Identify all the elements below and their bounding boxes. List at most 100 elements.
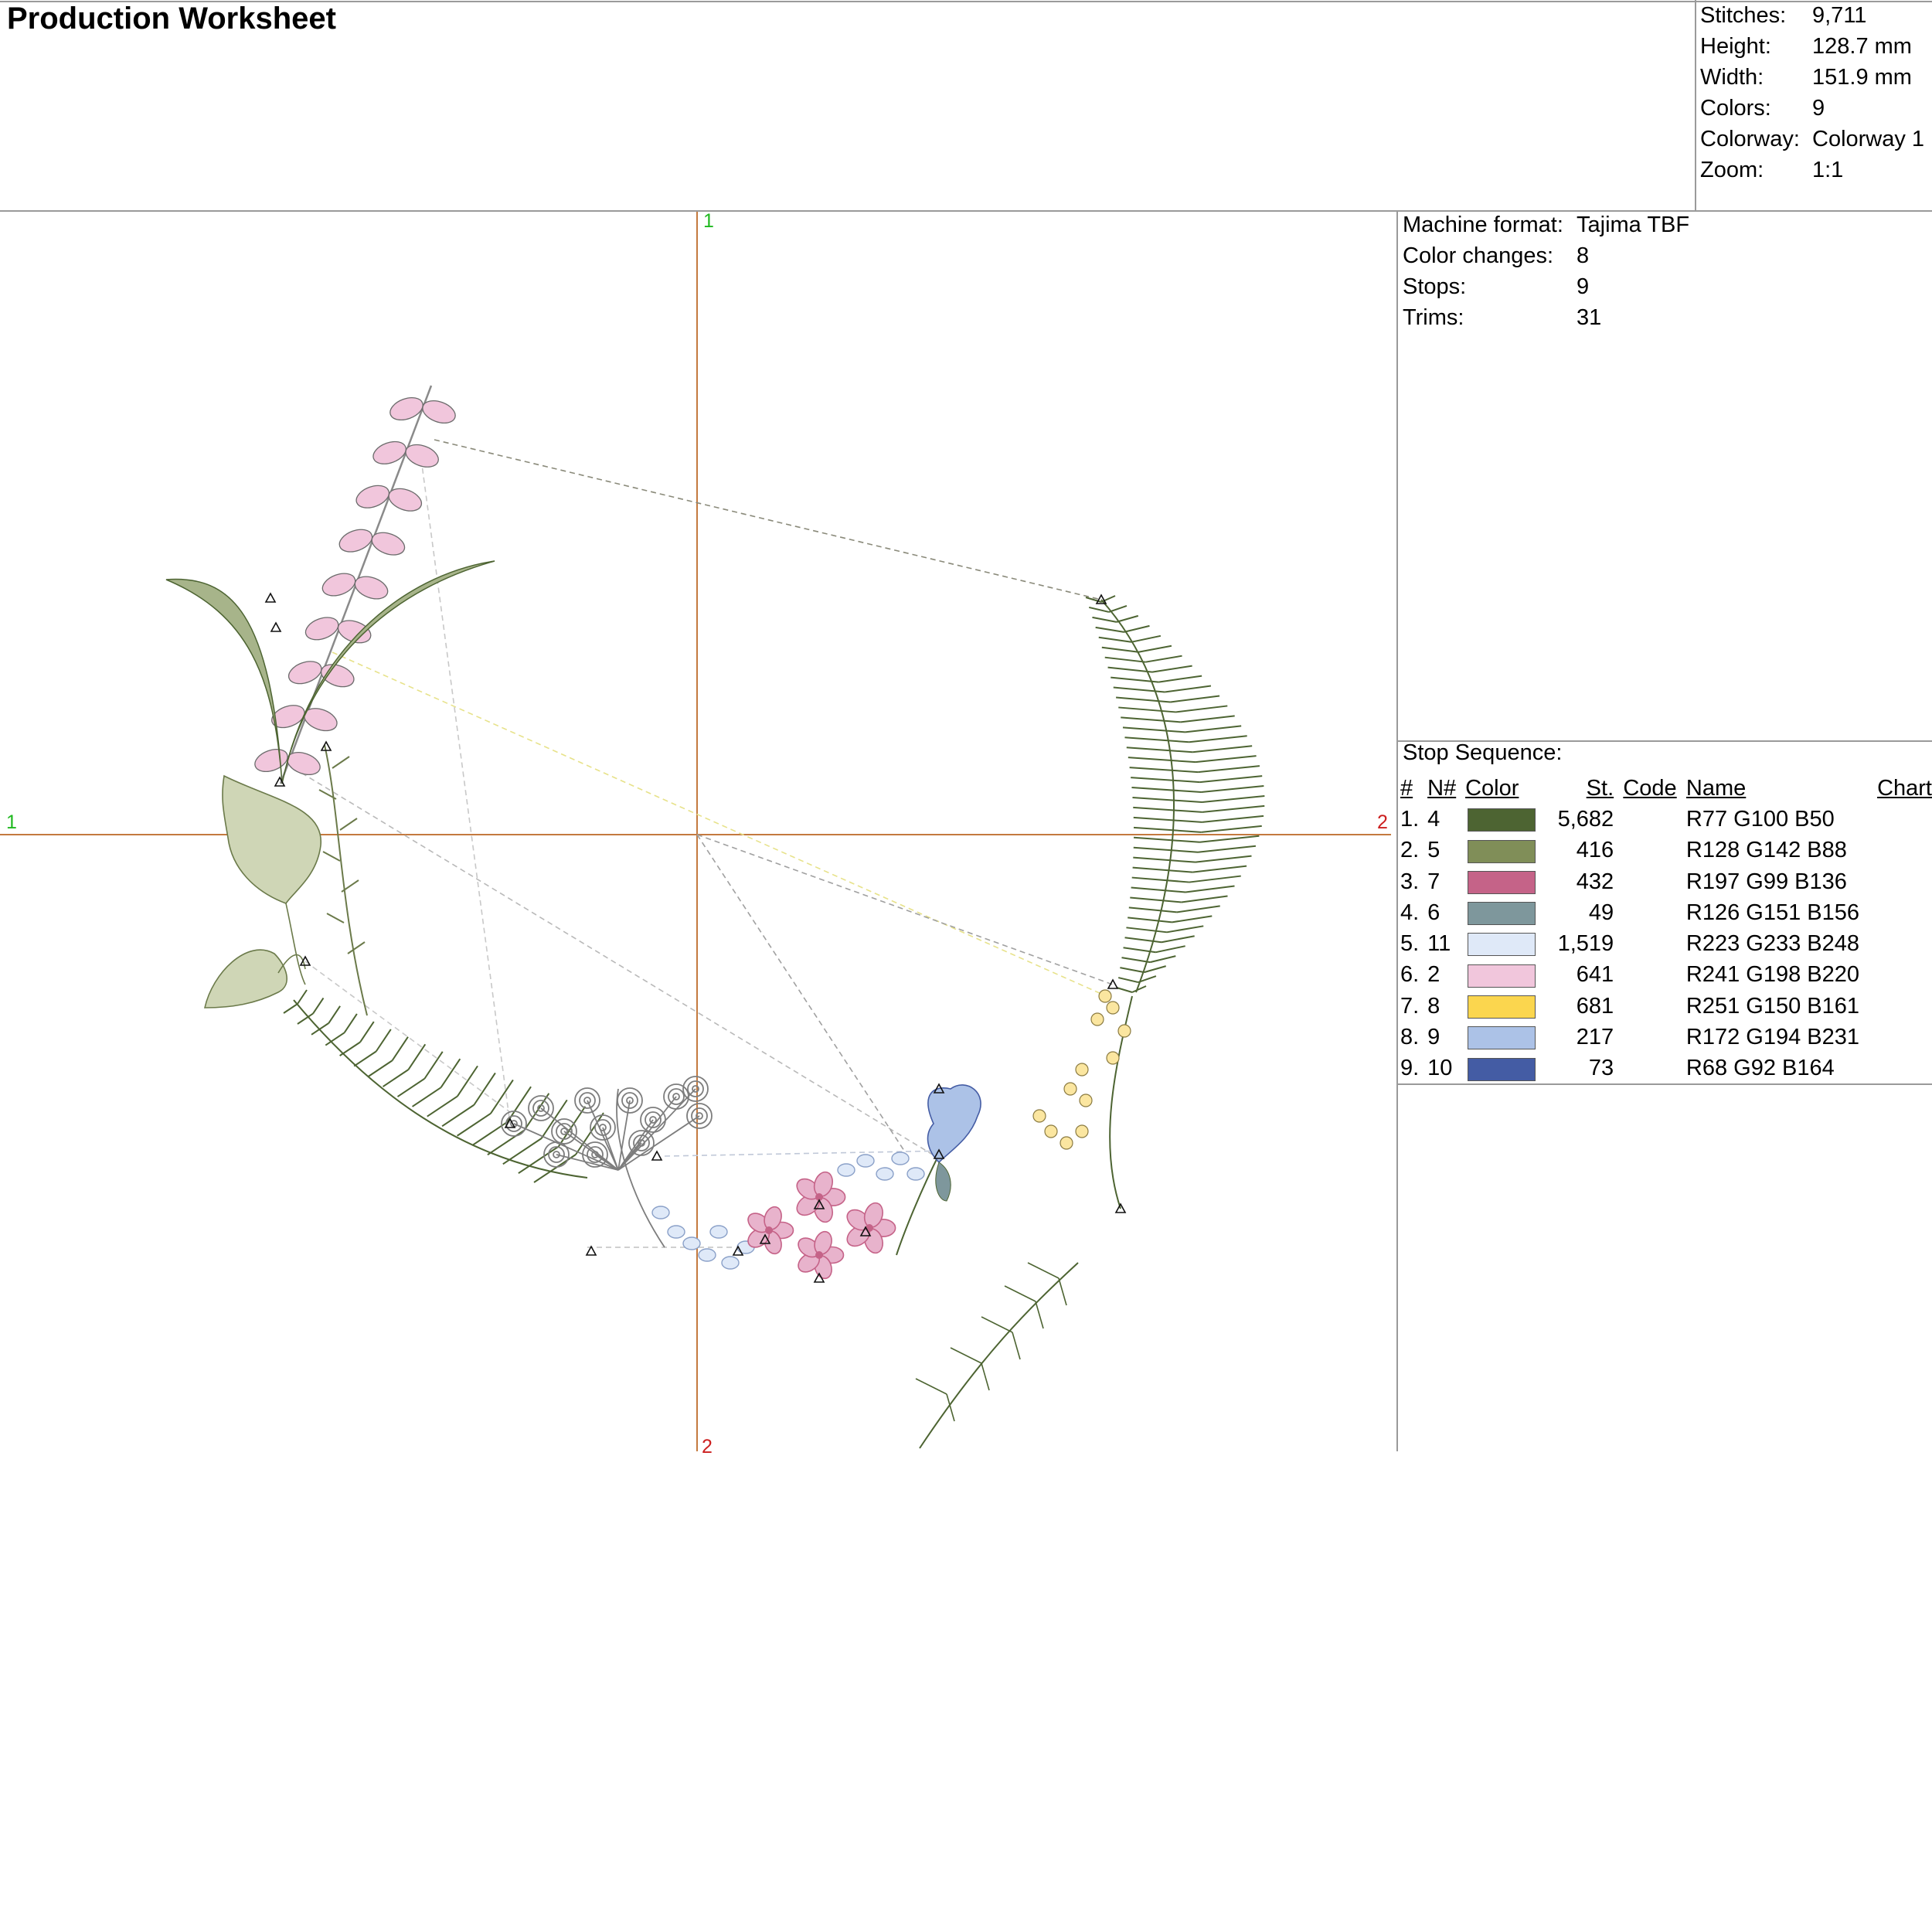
lace-floret bbox=[668, 1088, 685, 1105]
stitch-count: 73 bbox=[1588, 1056, 1614, 1081]
col-header-chart: Chart bbox=[1877, 775, 1932, 801]
lace-floret bbox=[583, 1097, 591, 1104]
lace-floret bbox=[626, 1097, 634, 1104]
stop-row: 1. 4 5,682 R77 G100 B50 bbox=[1400, 804, 1932, 835]
stop-sequence-title: Stop Sequence: bbox=[1403, 740, 1563, 765]
stitch-count: 641 bbox=[1576, 962, 1614, 988]
fern-leaflet bbox=[441, 1104, 474, 1128]
fern-leaflet bbox=[1170, 695, 1220, 703]
machine-info: Machine format: Tajima TBF Color changes:… bbox=[1403, 209, 1689, 333]
fern-leaflet bbox=[490, 1079, 514, 1114]
fern-leaflet bbox=[1145, 655, 1182, 663]
color-swatch bbox=[1468, 1057, 1536, 1081]
seed-dot bbox=[651, 1206, 670, 1219]
fern-leaflet bbox=[502, 1138, 543, 1165]
fern-leaflet bbox=[1155, 945, 1185, 954]
lace-floret bbox=[587, 1146, 604, 1163]
needle-number: 6 bbox=[1427, 900, 1440, 925]
grass-blades bbox=[165, 560, 495, 784]
thin-sprig bbox=[318, 744, 368, 1016]
col-header-name: Name bbox=[1685, 775, 1747, 801]
seed-dot bbox=[721, 1256, 740, 1270]
fern-leaflet bbox=[1128, 917, 1172, 923]
design-preview bbox=[0, 212, 1391, 1451]
lace-spoke bbox=[617, 1088, 696, 1171]
fern-leaflet bbox=[328, 1005, 341, 1024]
fern-leaflet bbox=[391, 1036, 409, 1061]
stop-marker bbox=[299, 955, 311, 966]
stop-row: 9. 10 73 R68 G92 B164 bbox=[1400, 1053, 1932, 1084]
color-swatch-cell bbox=[1465, 835, 1542, 866]
col-header-code: Code bbox=[1623, 775, 1677, 801]
summary-key: Colors: bbox=[1700, 96, 1771, 121]
fern-leaflet bbox=[1185, 725, 1242, 733]
lace-floret bbox=[696, 1112, 703, 1120]
machine-key: Trims: bbox=[1403, 305, 1464, 330]
color-swatch-cell bbox=[1465, 866, 1542, 897]
fern-leaflet bbox=[1098, 636, 1132, 643]
fern-leaflet bbox=[1172, 915, 1213, 923]
fern-leaflet bbox=[1181, 895, 1228, 903]
fern-leaflet bbox=[325, 1032, 345, 1046]
stop-marker bbox=[651, 1150, 663, 1161]
fern-leaflet bbox=[1120, 967, 1145, 974]
flower-center bbox=[765, 1226, 773, 1234]
blossom-petal bbox=[405, 444, 439, 468]
fern-leaflet bbox=[1129, 767, 1199, 774]
stop-number: 2. bbox=[1400, 838, 1420, 863]
sprig-leaf bbox=[1027, 1262, 1060, 1279]
thread-name: R172 G194 B231 bbox=[1685, 1025, 1860, 1050]
fern-leaflet bbox=[1131, 787, 1202, 794]
axis-label-right: 2 bbox=[1377, 811, 1388, 833]
blossom-petal bbox=[388, 488, 423, 512]
fern-leaflet bbox=[1124, 624, 1150, 633]
stop-sequence-table: # N# Color St. Code Name Chart 1. 4 5,682 R… bbox=[1400, 773, 1932, 1084]
fern-leaflet bbox=[1117, 977, 1139, 984]
lace-spoke bbox=[594, 1154, 619, 1171]
fern-leaflet bbox=[407, 1043, 427, 1070]
mimosa-ball bbox=[1106, 1001, 1120, 1015]
fern-leaflet bbox=[1131, 876, 1190, 883]
flower-center bbox=[815, 1251, 823, 1259]
stitch-count: 1,519 bbox=[1557, 931, 1614, 957]
chart-cell bbox=[1871, 960, 1932, 991]
stitch-count: 432 bbox=[1576, 869, 1614, 894]
fern-leaflet bbox=[1133, 806, 1202, 813]
color-swatch-cell bbox=[1465, 928, 1542, 959]
sprig-leaf bbox=[1012, 1332, 1021, 1360]
seed-dot bbox=[698, 1248, 716, 1262]
right-fern bbox=[1085, 595, 1265, 993]
mimosa-ball bbox=[1075, 1063, 1089, 1077]
fern-leaflet bbox=[1122, 726, 1185, 733]
header-divider bbox=[0, 210, 1932, 212]
lace-spoke bbox=[617, 1115, 700, 1171]
fern-leaflet bbox=[375, 1029, 392, 1053]
fern-leaflet bbox=[427, 1095, 458, 1117]
stop-number: 5. bbox=[1400, 931, 1420, 957]
stop-number: 1. bbox=[1400, 806, 1420, 832]
stop-marker bbox=[1095, 594, 1107, 604]
blossom-petal bbox=[320, 664, 355, 688]
sprig-leaf bbox=[950, 1347, 982, 1364]
col-header-needle: N# bbox=[1427, 775, 1457, 801]
fern-leaflet bbox=[1085, 597, 1102, 603]
color-swatch bbox=[1468, 995, 1536, 1019]
fern-leaflet bbox=[473, 1072, 496, 1106]
machine-value: 9 bbox=[1577, 274, 1590, 299]
blossom-petal bbox=[372, 440, 406, 464]
summary-row-stitches: Stitches: 9,711 bbox=[1700, 0, 1924, 31]
fern-leaflet bbox=[1116, 614, 1139, 623]
fern-leaflet bbox=[1197, 845, 1257, 853]
lace-floret bbox=[628, 1130, 655, 1156]
lace-floret bbox=[591, 1151, 599, 1158]
fern-leaflet bbox=[297, 1012, 314, 1025]
lace-floret bbox=[594, 1119, 611, 1136]
jump-stitch bbox=[332, 651, 1102, 995]
blossom-petal bbox=[271, 705, 305, 729]
lace-floret bbox=[633, 1134, 650, 1151]
lace-spoke bbox=[556, 1154, 619, 1171]
fern-leaflet bbox=[1176, 905, 1220, 913]
yellow-mimosa-sprig bbox=[915, 989, 1133, 1449]
fern-leaflet bbox=[1198, 765, 1260, 774]
stop-number: 3. bbox=[1400, 869, 1420, 894]
